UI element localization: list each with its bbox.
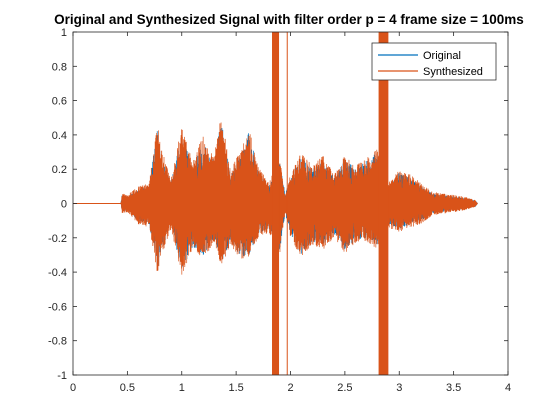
y-tick-label: -0.6 (48, 301, 67, 313)
x-tick-label: 3 (396, 382, 402, 394)
x-tick-label: 1 (179, 382, 185, 394)
x-tick-label: 1.5 (228, 382, 243, 394)
y-tick-label: 1 (61, 27, 67, 39)
x-tick-label: 4 (505, 382, 511, 394)
legend: Original Synthesized (371, 42, 497, 81)
y-tick-label: -0.4 (48, 267, 67, 279)
plot-area (73, 32, 478, 375)
legend-label-synthesized: Synthesized (423, 66, 483, 78)
y-tick-label: 0.2 (52, 164, 67, 176)
y-tick-label: -1 (57, 370, 67, 382)
legend-label-original: Original (423, 50, 461, 62)
synthesized-saturated-burst (272, 32, 279, 375)
synthesized-saturated-outline (278, 32, 288, 375)
y-tick-label: 0.6 (52, 96, 67, 108)
x-tick-label: 3.5 (446, 382, 461, 394)
x-tick-label: 0.5 (120, 382, 135, 394)
y-tick-label: -0.8 (48, 336, 67, 348)
y-tick-label: 0 (61, 199, 67, 211)
synthesized-saturated-burst (378, 32, 389, 375)
chart-title: Original and Synthesized Signal with fil… (54, 12, 524, 27)
y-tick-label: 0.4 (52, 130, 67, 142)
y-tick-label: -0.2 (48, 233, 67, 245)
x-tick-label: 2.5 (337, 382, 352, 394)
y-tick-label: 0.8 (52, 61, 67, 73)
x-tick-label: 2 (287, 382, 293, 394)
legend-box (371, 42, 497, 81)
axes: 0 0.5 1 1.5 2 2.5 3 3.5 4 -1 -0.8 -0.6 -0.4 -0.2 0 0.2 0… (48, 27, 511, 394)
x-tick-label: 0 (70, 382, 76, 394)
series-synthesized-line (73, 32, 478, 375)
